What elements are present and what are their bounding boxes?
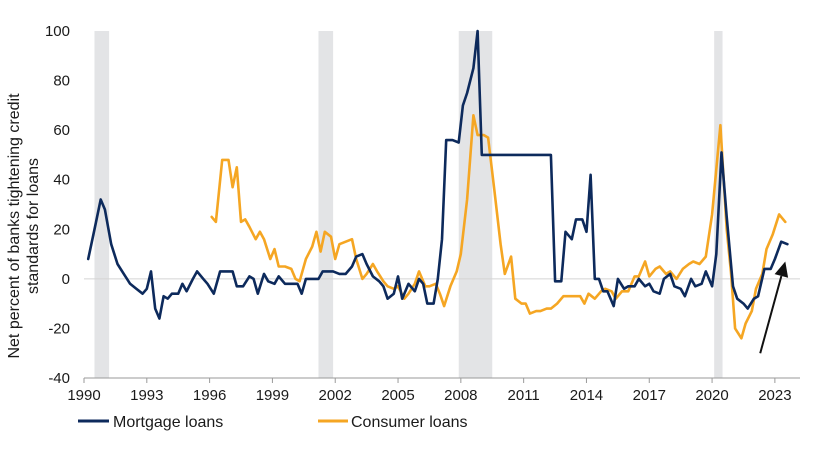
x-tick-label: 2008 xyxy=(444,387,477,404)
trend-arrow xyxy=(759,261,789,354)
y-axis-title-line-1: Net percent of banks tightening credit xyxy=(6,93,23,359)
legend: Mortgage loans Consumer loans xyxy=(78,414,468,431)
x-tick-label: 2005 xyxy=(381,387,414,404)
x-tick-label: 1990 xyxy=(67,387,100,404)
x-tick-label: 2023 xyxy=(758,387,791,404)
y-tick-label: 40 xyxy=(53,172,70,189)
trend-arrow-head xyxy=(774,261,789,278)
y-axis-ticks: -40 -20 0 20 40 60 80 100 xyxy=(45,23,70,387)
x-tick-label: 2011 xyxy=(508,387,540,404)
x-tick-label: 2014 xyxy=(570,387,603,404)
x-tick-label: 1996 xyxy=(193,387,226,404)
legend-label-consumer: Consumer loans xyxy=(351,414,468,431)
x-tick-label: 1993 xyxy=(130,387,163,404)
y-tick-label: 0 xyxy=(62,271,70,288)
recession-band-2 xyxy=(458,31,493,378)
consumer-loans-line xyxy=(210,114,787,340)
y-axis-title-line-2: standards for loans xyxy=(25,158,42,294)
y-tick-label: 20 xyxy=(53,221,70,238)
y-tick-label: -40 xyxy=(48,370,70,387)
recession-bands xyxy=(94,31,723,378)
x-axis-ticks: 1990 1993 1996 1999 2002 2005 2008 2011 2014 2017… xyxy=(67,378,792,404)
x-tick-label: 2002 xyxy=(319,387,352,404)
trend-arrow-shaft xyxy=(759,275,783,354)
x-tick-label: 2020 xyxy=(695,387,728,404)
y-tick-label: 80 xyxy=(53,73,70,90)
x-tick-label: 1999 xyxy=(256,387,289,404)
y-tick-label: 60 xyxy=(53,122,70,139)
y-tick-label: -20 xyxy=(48,320,70,337)
series-lines xyxy=(86,29,789,340)
mortgage-loans-line xyxy=(86,29,789,320)
recession-band-1 xyxy=(318,31,334,378)
y-tick-label: 100 xyxy=(45,23,70,40)
legend-label-mortgage: Mortgage loans xyxy=(113,414,223,431)
x-tick-label: 2017 xyxy=(633,387,666,404)
